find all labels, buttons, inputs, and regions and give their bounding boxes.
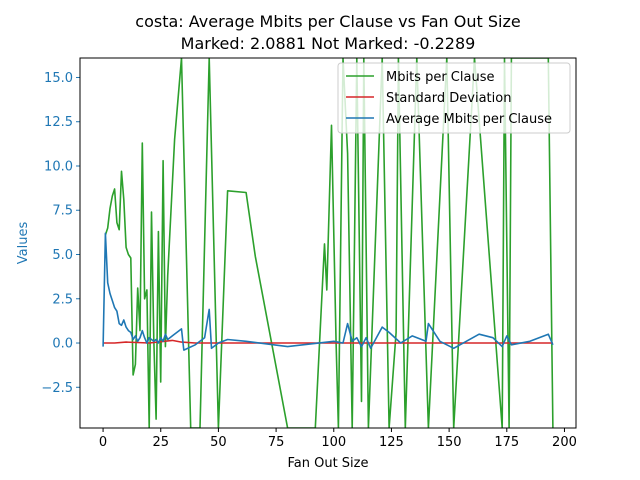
legend-label-std: Standard Deviation (386, 91, 511, 106)
series-mbits-per-clause-line (104, 58, 554, 428)
y-tick-label: 10.0 (44, 159, 73, 174)
x-tick-label: 150 (437, 435, 462, 450)
legend-label-avg: Average Mbits per Clause (386, 112, 552, 127)
x-tick-label: 200 (552, 435, 577, 450)
x-tick-label: 100 (321, 435, 346, 450)
y-tick-label: −2.5 (41, 381, 73, 396)
y-tick-label: 15.0 (44, 71, 73, 86)
y-tick-label: 7.5 (52, 204, 73, 219)
plot-frame (79, 57, 577, 429)
axis-ticks-group: 0 25 50 75 100 125 150 175 200 −2.5 0.0 2.5 5.0 7.5 10… (41, 71, 576, 450)
y-tick-label: 5.0 (52, 248, 73, 263)
x-tick-label: 75 (268, 435, 285, 450)
x-axis-label: Fan Out Size (287, 456, 368, 471)
legend: Mbits per Clause Standard Deviation Aver… (337, 62, 571, 134)
y-tick-label: 12.5 (44, 115, 73, 130)
x-tick-label: 50 (210, 435, 227, 450)
y-tick-label: 0.0 (52, 337, 73, 352)
chart-title-line2: Marked: 2.0881 Not Marked: -0.2289 (181, 34, 476, 53)
y-tick-label: 2.5 (52, 292, 73, 307)
legend-box (337, 62, 571, 134)
x-tick-label: 25 (152, 435, 169, 450)
chart-title-line1: costa: Average Mbits per Clause vs Fan O… (135, 12, 520, 31)
y-axis-label: Values (16, 222, 31, 265)
x-tick-label: 0 (99, 435, 107, 450)
legend-label-mbits: Mbits per Clause (386, 70, 494, 85)
series-standard-deviation-line (103, 339, 553, 344)
x-tick-label: 175 (494, 435, 519, 450)
x-tick-label: 125 (379, 435, 404, 450)
series-group (102, 58, 554, 428)
series-average-mbits-line (102, 232, 554, 351)
